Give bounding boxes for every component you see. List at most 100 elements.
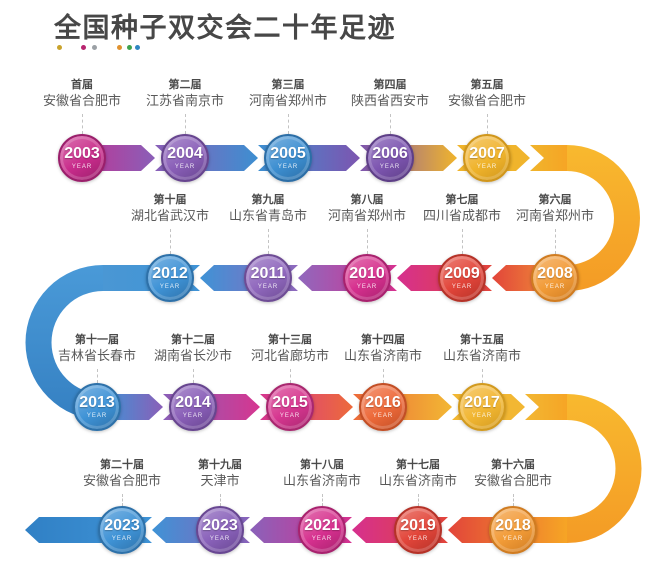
year-caption: YEAR: [471, 413, 493, 419]
year-circle: 2007 YEAR: [463, 134, 511, 182]
year-text: 2016: [365, 394, 401, 411]
year-circle: 2013 YEAR: [73, 383, 121, 431]
connector-dashed-line: [417, 493, 419, 506]
session-label: 首届: [71, 79, 93, 91]
city-label: 安徽省合肥市: [447, 93, 526, 109]
connector-dashed-line: [287, 113, 289, 134]
year-caption: YEAR: [159, 284, 181, 290]
connector-dashed-line: [486, 113, 488, 134]
year-text: 2018: [495, 517, 531, 534]
session-label: 第十九届: [198, 459, 242, 471]
timeline-item: 第三届 河南省郑州市 2005 YEAR: [226, 78, 350, 182]
year-text: 2010: [349, 265, 385, 282]
connector-dashed-line: [366, 228, 368, 254]
session-label: 第十一届: [75, 334, 119, 346]
session-label: 第十二届: [171, 334, 215, 346]
city-label: 河南省郑州市: [248, 93, 327, 109]
connector-dashed-line: [81, 113, 83, 134]
year-circle: 2009 YEAR: [438, 254, 486, 302]
year-text: 2011: [250, 265, 286, 282]
year-caption: YEAR: [544, 284, 566, 290]
session-label: 第八届: [350, 194, 384, 206]
year-text: 2008: [537, 265, 573, 282]
city-label: 天津市: [200, 473, 240, 489]
year-text: 2023: [202, 517, 238, 534]
city-label: 吉林省长春市: [57, 348, 136, 364]
session-label: 第十四届: [361, 334, 405, 346]
city-label: 河北省廊坊市: [250, 348, 329, 364]
timeline-item: 第十七届 山东省济南市 2019 YEAR: [356, 458, 480, 554]
connector-dashed-line: [219, 493, 221, 506]
timeline-item: 第九届 山东省青岛市 2011 YEAR: [206, 193, 330, 302]
year-circle: 2023 YEAR: [196, 506, 244, 554]
connector-dashed-line: [289, 368, 291, 383]
connector-dashed-line: [512, 493, 514, 506]
year-circle: 2003 YEAR: [58, 134, 106, 182]
year-text: 2019: [400, 517, 436, 534]
timeline-item: 第八届 河南省郑州市 2010 YEAR: [305, 193, 429, 302]
city-label: 河南省郑州市: [327, 208, 406, 224]
connector-dashed-line: [321, 493, 323, 506]
year-caption: YEAR: [279, 413, 301, 419]
city-label: 山东省济南市: [282, 473, 361, 489]
year-text: 2023: [104, 517, 140, 534]
connector-dashed-line: [481, 368, 483, 383]
connector-dashed-line: [382, 368, 384, 383]
year-caption: YEAR: [372, 413, 394, 419]
session-label: 第四届: [373, 79, 407, 91]
timeline-item: 第十四届 山东省济南市 2016 YEAR: [321, 333, 445, 431]
city-label: 陕西省西安市: [350, 93, 429, 109]
year-caption: YEAR: [451, 284, 473, 290]
timeline-item: 第十三届 河北省廊坊市 2015 YEAR: [228, 333, 352, 431]
session-label: 第十五届: [460, 334, 504, 346]
accent-dot: [57, 44, 62, 50]
year-caption: YEAR: [182, 413, 204, 419]
connector-dashed-line: [389, 113, 391, 134]
connector-dashed-line: [554, 228, 556, 254]
year-caption: YEAR: [86, 413, 108, 419]
year-circle: 2004 YEAR: [161, 134, 209, 182]
accent-dot: [135, 44, 140, 50]
accent-dot: [117, 44, 122, 50]
year-circle: 2011 YEAR: [244, 254, 292, 302]
timeline-item: 第二十届 安徽省合肥市 2023 YEAR: [60, 458, 184, 554]
year-circle: 2008 YEAR: [531, 254, 579, 302]
connector-dashed-line: [121, 493, 123, 506]
year-caption: YEAR: [311, 536, 333, 542]
city-label: 山东省青岛市: [228, 208, 307, 224]
timeline-item: 第十六届 安徽省合肥市 2018 YEAR: [451, 458, 575, 554]
session-label: 第十三届: [268, 334, 312, 346]
year-circle: 2012 YEAR: [146, 254, 194, 302]
connector-dashed-line: [192, 368, 194, 383]
city-label: 四川省成都市: [422, 208, 501, 224]
connector-dashed-line: [267, 228, 269, 254]
timeline-item: 第七届 四川省成都市 2009 YEAR: [400, 193, 524, 302]
ribbon-curve: [567, 145, 640, 291]
title-accent-dots: [57, 44, 140, 50]
year-circle: 2023 YEAR: [98, 506, 146, 554]
year-caption: YEAR: [71, 164, 93, 170]
timeline-item: 首届 安徽省合肥市 2003 YEAR: [20, 78, 144, 182]
ribbon-segment: [525, 394, 567, 420]
city-label: 江苏省南京市: [145, 93, 224, 109]
city-label: 山东省济南市: [442, 348, 521, 364]
timeline-item: 第十届 湖北省武汉市 2012 YEAR: [108, 193, 232, 302]
year-text: 2009: [444, 265, 480, 282]
year-circle: 2018 YEAR: [489, 506, 537, 554]
session-label: 第五届: [470, 79, 504, 91]
timeline-item: 第六届 河南省郑州市 2008 YEAR: [493, 193, 617, 302]
timeline-item: 第十八届 山东省济南市 2021 YEAR: [260, 458, 384, 554]
session-label: 第十六届: [491, 459, 535, 471]
year-circle: 2015 YEAR: [266, 383, 314, 431]
year-caption: YEAR: [277, 164, 299, 170]
city-label: 山东省济南市: [343, 348, 422, 364]
ribbon-segment: [530, 145, 567, 171]
year-circle: 2010 YEAR: [343, 254, 391, 302]
year-text: 2014: [175, 394, 211, 411]
connector-dashed-line: [169, 228, 171, 254]
session-label: 第十七届: [396, 459, 440, 471]
session-label: 第十八届: [300, 459, 344, 471]
timeline-item: 第十二届 湖南省长沙市 2014 YEAR: [131, 333, 255, 431]
year-caption: YEAR: [379, 164, 401, 170]
